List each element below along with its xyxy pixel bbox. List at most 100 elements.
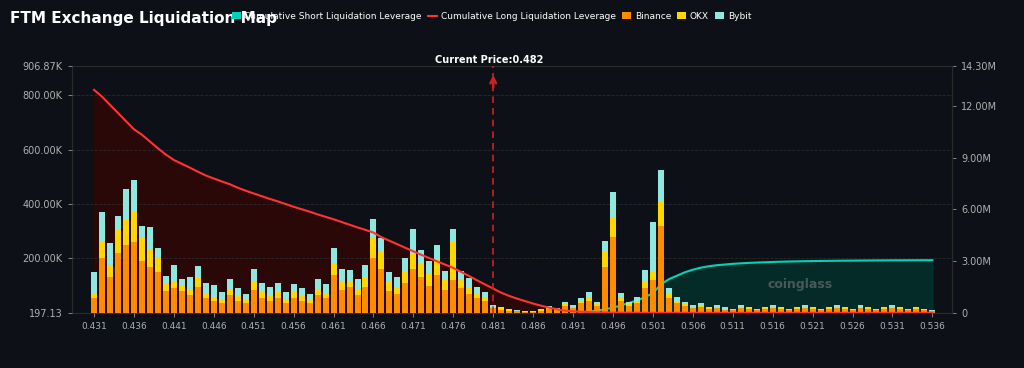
- Bar: [602, 266, 608, 313]
- Bar: [882, 307, 888, 308]
- Bar: [777, 309, 783, 313]
- Bar: [482, 293, 488, 297]
- Bar: [259, 298, 264, 313]
- Bar: [834, 305, 840, 307]
- Bar: [146, 266, 153, 313]
- Bar: [466, 278, 472, 287]
- Bar: [913, 307, 920, 308]
- Bar: [873, 309, 880, 310]
- Bar: [266, 296, 272, 301]
- Bar: [306, 294, 312, 300]
- Bar: [482, 297, 488, 301]
- Bar: [139, 238, 145, 261]
- Bar: [722, 307, 728, 309]
- Bar: [466, 294, 472, 313]
- Bar: [339, 269, 344, 281]
- Bar: [211, 285, 217, 297]
- Bar: [554, 308, 560, 309]
- Bar: [706, 309, 712, 313]
- Bar: [586, 301, 592, 313]
- Bar: [802, 305, 808, 307]
- Bar: [499, 309, 504, 313]
- Bar: [362, 287, 369, 313]
- Bar: [499, 308, 504, 309]
- Bar: [626, 302, 632, 304]
- Bar: [299, 296, 304, 301]
- Bar: [913, 308, 920, 309]
- Bar: [634, 303, 640, 313]
- Bar: [283, 293, 289, 300]
- Bar: [99, 258, 105, 313]
- Bar: [108, 265, 113, 277]
- Bar: [203, 283, 209, 293]
- Bar: [234, 301, 241, 313]
- Text: FTM Exchange Liquidation Map: FTM Exchange Liquidation Map: [10, 11, 278, 26]
- Bar: [554, 309, 560, 313]
- Bar: [314, 279, 321, 289]
- Bar: [91, 298, 97, 313]
- Bar: [770, 308, 775, 313]
- Bar: [459, 279, 464, 289]
- Bar: [530, 311, 537, 312]
- Bar: [386, 282, 392, 291]
- Bar: [882, 309, 888, 313]
- Bar: [594, 304, 600, 306]
- Bar: [905, 309, 911, 310]
- Bar: [737, 307, 743, 308]
- Bar: [451, 280, 457, 313]
- Bar: [299, 288, 304, 296]
- Bar: [179, 291, 185, 313]
- Bar: [706, 308, 712, 309]
- Bar: [108, 277, 113, 313]
- Bar: [714, 307, 720, 308]
- Bar: [546, 309, 552, 313]
- Bar: [419, 262, 424, 277]
- Bar: [243, 303, 249, 313]
- Bar: [490, 305, 497, 307]
- Bar: [91, 272, 97, 294]
- Bar: [139, 261, 145, 313]
- Bar: [745, 309, 752, 313]
- Bar: [618, 301, 624, 313]
- Bar: [179, 279, 185, 286]
- Bar: [890, 305, 895, 307]
- Bar: [490, 307, 497, 308]
- Bar: [857, 307, 863, 308]
- Bar: [690, 305, 696, 307]
- Bar: [226, 289, 232, 295]
- Bar: [354, 289, 360, 295]
- Bar: [618, 297, 624, 301]
- Bar: [402, 283, 409, 313]
- Bar: [419, 250, 424, 262]
- Bar: [794, 307, 800, 308]
- Bar: [865, 309, 871, 313]
- Bar: [810, 308, 815, 309]
- Bar: [451, 229, 457, 241]
- Bar: [386, 291, 392, 313]
- Bar: [203, 293, 209, 298]
- Bar: [785, 309, 792, 310]
- Bar: [306, 303, 312, 313]
- Bar: [754, 310, 760, 313]
- Bar: [291, 284, 297, 292]
- Bar: [99, 212, 105, 242]
- Bar: [842, 307, 848, 308]
- Bar: [634, 297, 640, 301]
- Bar: [251, 281, 257, 290]
- Bar: [522, 311, 528, 312]
- Bar: [466, 287, 472, 294]
- Bar: [697, 307, 703, 313]
- Bar: [482, 301, 488, 313]
- Bar: [817, 309, 823, 310]
- Bar: [243, 300, 249, 303]
- Bar: [594, 306, 600, 313]
- Bar: [530, 312, 537, 313]
- Bar: [714, 305, 720, 307]
- Bar: [131, 180, 137, 212]
- Bar: [785, 310, 792, 313]
- Bar: [690, 307, 696, 308]
- Bar: [394, 287, 400, 294]
- Bar: [234, 288, 241, 296]
- Bar: [850, 310, 855, 313]
- Bar: [331, 262, 337, 275]
